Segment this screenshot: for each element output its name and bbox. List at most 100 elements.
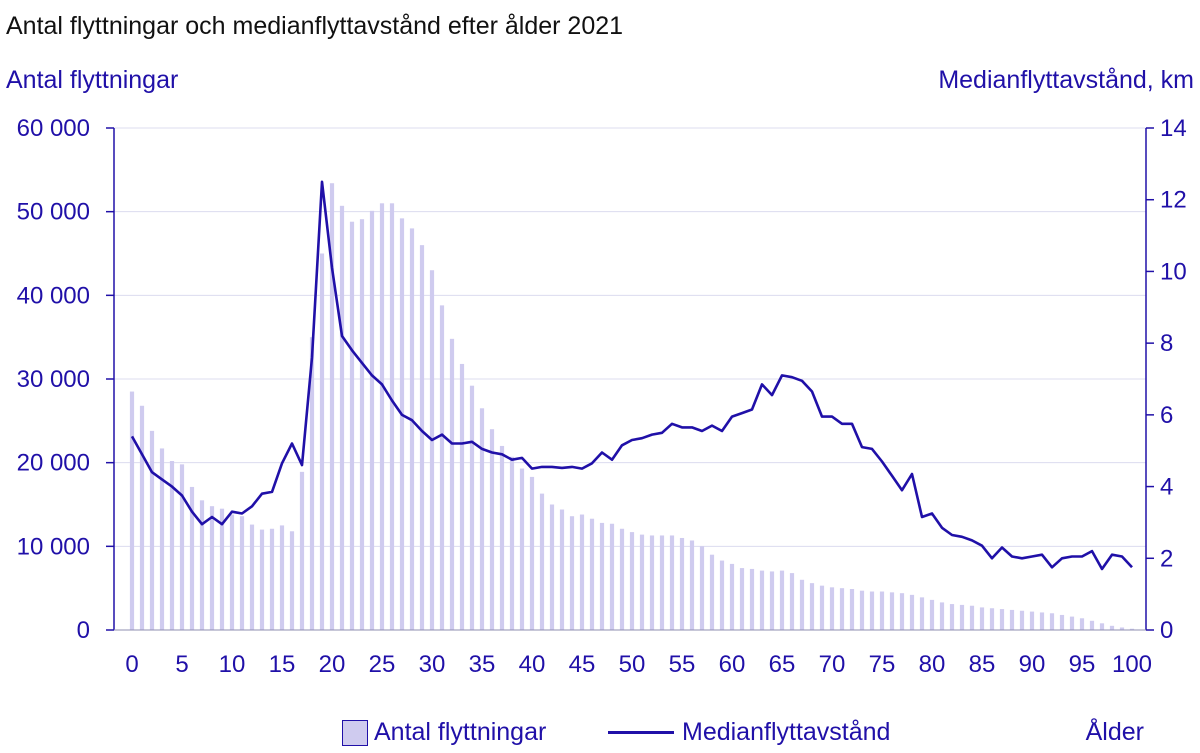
right-tick-label: 2 <box>1160 545 1173 572</box>
bar-age-88 <box>1009 609 1015 630</box>
bar-age-90 <box>1029 611 1035 630</box>
bar-age-32 <box>449 338 455 630</box>
x-tick-label: 75 <box>869 651 896 678</box>
bar-age-16 <box>289 531 295 630</box>
bar-age-79 <box>919 597 925 630</box>
legend-item-line: Medianflyttavstånd <box>608 718 890 747</box>
bar-age-53 <box>659 535 665 630</box>
bar-age-62 <box>749 568 755 630</box>
bar-age-52 <box>649 535 655 630</box>
bar-age-4 <box>169 460 175 630</box>
right-tick-label: 4 <box>1160 474 1173 501</box>
bar-age-98 <box>1109 625 1115 630</box>
bar-age-22 <box>349 221 355 630</box>
bar-age-72 <box>849 589 855 630</box>
bar-age-24 <box>369 210 375 630</box>
x-tick-label: 65 <box>769 651 796 678</box>
left-tick-label: 40 000 <box>17 282 90 309</box>
x-tick-label: 20 <box>319 651 346 678</box>
x-tick-label: 60 <box>719 651 746 678</box>
bar-age-30 <box>429 270 435 630</box>
bar-age-67 <box>799 579 805 630</box>
bar-age-69 <box>819 585 825 630</box>
bar-age-56 <box>689 540 695 630</box>
right-tick-label: 0 <box>1160 617 1173 644</box>
bar-age-59 <box>719 560 725 630</box>
bar-age-58 <box>709 554 715 630</box>
right-tick-label: 12 <box>1160 187 1187 214</box>
bar-age-84 <box>969 605 975 630</box>
bar-age-38 <box>509 456 515 630</box>
left-tick-label: 0 <box>77 617 90 644</box>
bar-age-40 <box>529 476 535 630</box>
right-tick-label: 14 <box>1160 115 1187 142</box>
right-tick-label: 8 <box>1160 330 1173 357</box>
x-axis-title: Ålder <box>1085 718 1144 746</box>
bar-age-87 <box>999 609 1005 630</box>
bar-age-29 <box>419 245 425 630</box>
bar-age-48 <box>609 523 615 630</box>
x-tick-label: 85 <box>969 651 996 678</box>
bar-age-45 <box>579 514 585 630</box>
median-distance-line <box>130 180 1133 571</box>
bar-age-95 <box>1079 618 1085 630</box>
bar-age-86 <box>989 608 995 630</box>
bar-age-14 <box>269 528 275 630</box>
x-tick-label: 30 <box>419 651 446 678</box>
right-tick-label: 6 <box>1160 402 1173 429</box>
x-tick-label: 15 <box>269 651 296 678</box>
left-tick-label: 30 000 <box>17 366 90 393</box>
legend-bar-swatch <box>342 719 368 746</box>
x-tick-label: 70 <box>819 651 846 678</box>
left-tick-label: 60 000 <box>17 115 90 142</box>
bar-age-23 <box>359 219 365 631</box>
bar-age-81 <box>939 602 945 630</box>
bar-age-2 <box>149 430 155 630</box>
x-tick-label: 45 <box>569 651 596 678</box>
bar-age-65 <box>779 570 785 630</box>
bar-age-57 <box>699 546 705 630</box>
bar-age-27 <box>399 218 405 631</box>
bar-age-39 <box>519 468 525 630</box>
bar-age-70 <box>829 587 835 630</box>
bar-age-100 <box>1129 628 1135 630</box>
bar-age-12 <box>249 524 255 630</box>
bar-age-82 <box>949 604 955 630</box>
bar-age-1 <box>139 405 145 630</box>
bar-age-46 <box>589 518 595 630</box>
bar-age-6 <box>189 486 195 630</box>
bar-age-61 <box>739 568 745 630</box>
bar-age-37 <box>499 445 505 630</box>
bar-age-71 <box>839 588 845 630</box>
bar-age-99 <box>1119 627 1125 630</box>
left-tick-label: 20 000 <box>17 450 90 477</box>
bar-age-64 <box>769 571 775 630</box>
bar-age-42 <box>549 504 555 630</box>
x-tick-label: 40 <box>519 651 546 678</box>
x-tick-label: 50 <box>619 651 646 678</box>
bar-age-44 <box>569 516 575 630</box>
bar-age-25 <box>379 203 385 631</box>
x-tick-label: 25 <box>369 651 396 678</box>
bar-age-75 <box>879 591 885 630</box>
gridlines <box>114 127 1146 547</box>
bar-series-antal-flyttningar <box>129 183 1135 631</box>
x-tick-label: 0 <box>125 651 138 678</box>
x-tick-label: 35 <box>469 651 496 678</box>
bar-age-5 <box>179 464 185 630</box>
bar-age-20 <box>329 183 335 630</box>
left-tick-label: 50 000 <box>17 199 90 226</box>
x-tick-label: 90 <box>1019 651 1046 678</box>
bar-age-55 <box>679 537 685 630</box>
bar-age-9 <box>219 508 225 630</box>
legend-bar-label: Antal flyttningar <box>374 718 547 746</box>
bar-age-35 <box>479 408 485 630</box>
bar-age-36 <box>489 429 495 630</box>
bar-age-74 <box>869 591 875 630</box>
bar-age-66 <box>789 573 795 630</box>
bar-age-92 <box>1049 613 1055 630</box>
bar-age-94 <box>1069 616 1075 630</box>
bar-age-18 <box>309 337 315 630</box>
bar-age-26 <box>389 203 395 631</box>
